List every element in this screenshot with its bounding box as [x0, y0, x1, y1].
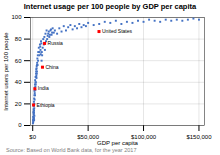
svg-text:0: 0 — [18, 122, 22, 128]
svg-text:80: 80 — [15, 36, 22, 42]
svg-text:United States: United States — [102, 28, 133, 34]
svg-text:$150,000: $150,000 — [186, 134, 212, 140]
svg-text:$50,000: $50,000 — [77, 133, 99, 140]
svg-text:$100,000: $100,000 — [131, 133, 157, 140]
svg-text:China: China — [45, 64, 58, 70]
svg-text:India: India — [38, 85, 49, 91]
svg-text:Russia: Russia — [48, 40, 64, 46]
svg-text:100: 100 — [11, 14, 22, 20]
svg-text:GDP per capita: GDP per capita — [97, 140, 139, 146]
svg-text:20: 20 — [15, 101, 22, 107]
svg-text:Ethiopia: Ethiopia — [37, 102, 55, 108]
svg-text:$0: $0 — [29, 134, 36, 140]
svg-text:Internet users per 100 people: Internet users per 100 people — [3, 32, 9, 111]
svg-text:60: 60 — [15, 58, 22, 64]
html-text:Source: Based on World Bank da: Source: Based on World Bank data, for th… — [6, 147, 137, 153]
html-text:Internet usage per 100 people: Internet usage per 100 people by GDP per… — [23, 2, 197, 11]
svg-text:40: 40 — [15, 79, 22, 85]
